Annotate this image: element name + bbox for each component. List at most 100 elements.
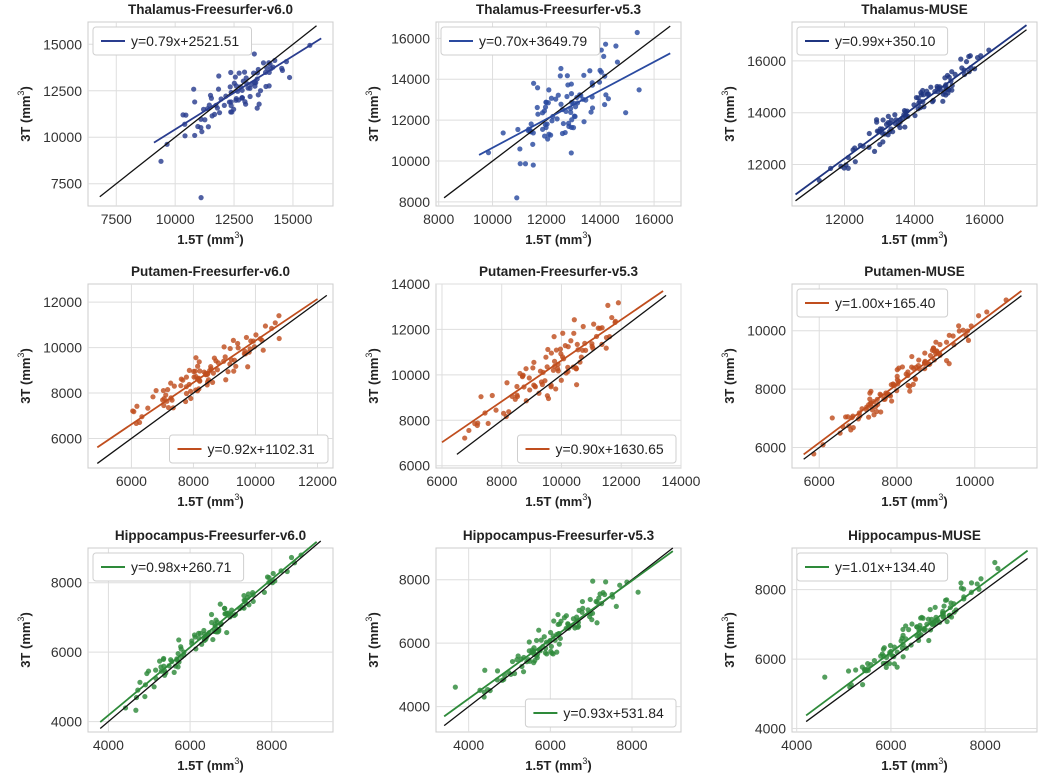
data-point bbox=[230, 337, 236, 343]
panel-5: 6000 8000 10000 12000 14000 6000 8000 10000 1200… bbox=[364, 264, 701, 509]
data-point bbox=[958, 580, 964, 586]
data-point bbox=[950, 333, 956, 339]
y-tick-label: 16000 bbox=[391, 30, 430, 46]
data-point bbox=[965, 337, 972, 343]
legend-text: y=1.00x+165.40 bbox=[835, 295, 936, 311]
y-tick-label: 12000 bbox=[391, 321, 430, 337]
data-point bbox=[571, 317, 577, 323]
data-point bbox=[888, 117, 894, 123]
data-point bbox=[536, 627, 542, 633]
data-point bbox=[545, 100, 551, 106]
data-point bbox=[948, 600, 954, 606]
data-point bbox=[195, 123, 201, 130]
data-point bbox=[574, 341, 580, 348]
x-axis-label: 1.5T (mm3) bbox=[525, 230, 591, 247]
data-point bbox=[605, 96, 611, 102]
data-point bbox=[597, 67, 603, 74]
data-point bbox=[207, 92, 214, 98]
outlier-point bbox=[198, 195, 204, 201]
legend-box bbox=[440, 26, 600, 56]
y-axis-label: 3T (mm3) bbox=[364, 348, 381, 404]
y-tick-label: 10000 bbox=[43, 129, 82, 145]
data-point bbox=[197, 368, 203, 374]
y-tick-label: 10000 bbox=[43, 340, 82, 356]
panel-7: 4000 6000 8000 4000 6000 8000 y=0.98x+260.71 Hi… bbox=[16, 528, 334, 773]
legend: y=0.98x+260.71 bbox=[92, 552, 245, 582]
data-point bbox=[145, 405, 151, 411]
y-axis-label: 3T (mm3) bbox=[16, 86, 33, 142]
data-point bbox=[553, 386, 559, 392]
identity-line bbox=[96, 294, 328, 464]
y-tick-label: 8000 bbox=[399, 194, 430, 210]
x-tick-label: 8000 bbox=[486, 473, 517, 489]
x-axis-label: 1.5T (mm3) bbox=[881, 756, 947, 773]
data-point bbox=[530, 80, 537, 86]
y-tick-label: 8000 bbox=[399, 572, 430, 588]
data-point bbox=[538, 637, 544, 643]
x-tick-label: 4000 bbox=[781, 737, 812, 753]
data-point bbox=[153, 387, 159, 394]
data-point bbox=[568, 338, 574, 344]
data-point bbox=[478, 394, 484, 400]
identity-line bbox=[803, 295, 1022, 460]
data-point bbox=[992, 559, 998, 566]
regression-line bbox=[153, 37, 322, 144]
data-point bbox=[270, 570, 276, 577]
panel-title: Hippocampus-Freesurfer-v5.3 bbox=[463, 528, 655, 543]
x-tick-label: 8000 bbox=[256, 737, 287, 753]
data-point bbox=[878, 409, 884, 415]
data-point bbox=[946, 332, 952, 338]
data-point bbox=[590, 578, 596, 584]
data-point bbox=[887, 642, 894, 649]
data-point bbox=[594, 599, 600, 605]
data-point bbox=[171, 383, 177, 389]
data-point bbox=[151, 684, 157, 690]
data-point bbox=[605, 302, 611, 308]
data-point bbox=[963, 59, 970, 65]
x-axis-label: 1.5T (mm3) bbox=[881, 492, 947, 509]
y-tick-label: 8000 bbox=[755, 381, 786, 397]
data-point bbox=[175, 650, 181, 657]
data-point bbox=[603, 579, 609, 585]
data-point bbox=[227, 84, 233, 90]
regression-line bbox=[443, 550, 674, 718]
data-point bbox=[523, 366, 529, 372]
data-point bbox=[578, 92, 584, 98]
data-point bbox=[546, 131, 552, 137]
panel-title: Thalamus-Freesurfer-v6.0 bbox=[128, 2, 293, 17]
data-point bbox=[186, 367, 192, 373]
data-point bbox=[568, 124, 575, 130]
data-point bbox=[530, 365, 536, 371]
data-point bbox=[288, 554, 295, 561]
data-point bbox=[514, 657, 520, 663]
data-point bbox=[247, 93, 253, 100]
data-point bbox=[914, 624, 920, 630]
x-tick-label: 12500 bbox=[215, 211, 254, 227]
data-point bbox=[868, 388, 874, 394]
data-point bbox=[556, 641, 562, 647]
panel-9: 4000 6000 8000 4000 6000 8000 y=1.01x+134.40 Hi… bbox=[720, 528, 1038, 773]
data-point bbox=[251, 51, 257, 57]
data-point bbox=[165, 404, 172, 411]
data-point bbox=[205, 124, 211, 130]
data-point bbox=[522, 161, 529, 167]
data-point bbox=[222, 354, 228, 360]
data-point bbox=[526, 375, 532, 381]
legend: y=0.99x+350.10 bbox=[796, 26, 949, 56]
data-point bbox=[603, 345, 609, 351]
data-point bbox=[589, 617, 595, 623]
data-point bbox=[551, 618, 557, 624]
data-point bbox=[482, 667, 488, 673]
data-point bbox=[257, 88, 264, 94]
data-point bbox=[235, 340, 241, 347]
data-point bbox=[558, 377, 564, 383]
data-point bbox=[575, 624, 581, 630]
legend: y=1.00x+165.40 bbox=[796, 288, 949, 318]
data-point bbox=[635, 589, 641, 595]
data-point bbox=[236, 70, 242, 76]
data-point bbox=[581, 119, 587, 125]
data-point bbox=[209, 113, 215, 119]
data-point bbox=[538, 379, 545, 385]
data-point bbox=[225, 369, 231, 375]
